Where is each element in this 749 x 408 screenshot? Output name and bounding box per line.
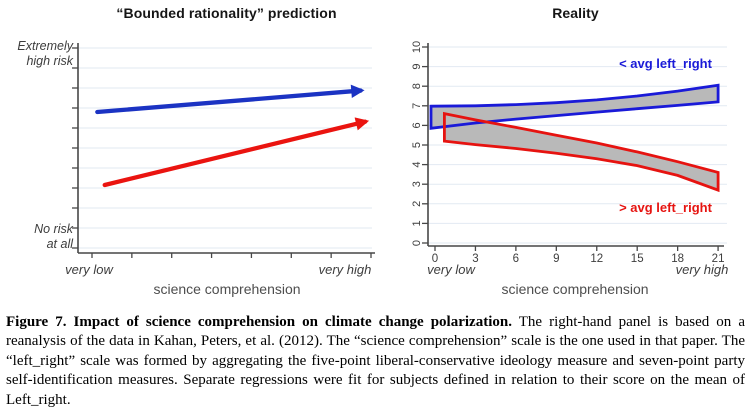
y-tick-label: 1 [411, 220, 423, 226]
y-tick-label: 7 [411, 103, 423, 109]
caption-lead: Figure 7. Impact of science comprehensio… [6, 314, 512, 330]
x-label-very-high: very high [319, 262, 372, 277]
right-panel-title: Reality [552, 5, 599, 21]
y-tick-label: 9 [411, 64, 423, 70]
below-avg left_right prediction arrow [95, 84, 365, 115]
x-tick-label: 6 [513, 253, 519, 265]
x-label-very-low: very low [65, 262, 114, 277]
caption-body: The right-hand panel is based on a reana… [6, 314, 745, 408]
x-tick-label: 9 [553, 253, 559, 265]
y-tick-label: 3 [411, 181, 423, 187]
x-axis-title: science comprehension [501, 281, 648, 297]
x-tick-label: 12 [590, 253, 603, 265]
x-tick-label: 18 [671, 253, 684, 265]
y-label-extremely-high-risk: Extremely [17, 39, 73, 53]
x-tick-label: 0 [432, 253, 438, 265]
legend-above-avg-left-right: > avg left_right [619, 200, 712, 215]
x-tick-label: 15 [631, 253, 644, 265]
x-tick-label: 21 [712, 253, 725, 265]
> avg left_right-band-fill [444, 113, 719, 191]
y-tick-label: 0 [411, 240, 423, 246]
above-avg left_right prediction arrow [102, 117, 370, 188]
x-label-very-high: very high [676, 262, 729, 277]
left-panel-title: “Bounded rationality” prediction [116, 5, 337, 21]
x-label-very-low: very low [427, 262, 476, 277]
y-tick-label: 8 [411, 83, 423, 89]
y-tick-label: 5 [411, 142, 423, 148]
y-tick-label: 4 [411, 162, 423, 168]
figure-caption: Figure 7. Impact of science comprehensio… [6, 313, 745, 408]
y-tick-label: 10 [411, 41, 423, 53]
x-tick-label: 3 [472, 253, 478, 265]
< avg left_right-band-outline [429, 83, 720, 130]
x-axis-title: science comprehension [153, 281, 300, 297]
> avg left_right-band-outline [443, 111, 720, 193]
legend-below-avg-left-right: < avg left_right [619, 56, 712, 71]
y-label-no-risk-at-all: at all [47, 237, 75, 251]
y-label-extremely-high-risk: high risk [26, 54, 73, 68]
y-label-no-risk-at-all: No risk [34, 222, 74, 236]
y-tick-label: 6 [411, 122, 423, 128]
y-tick-label: 2 [411, 201, 423, 207]
